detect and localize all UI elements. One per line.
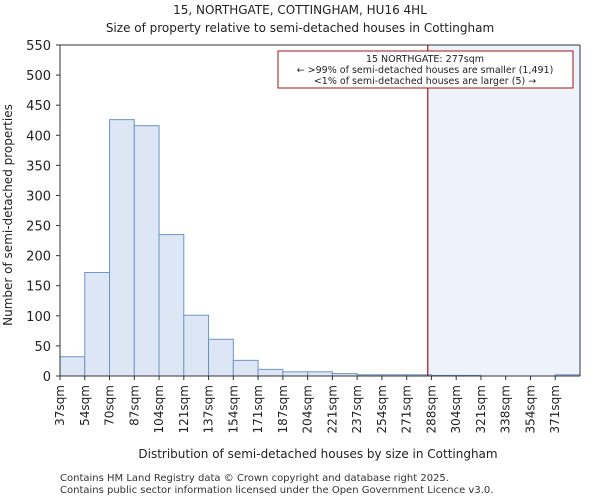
x-tick-label-354sqm: 354sqm	[523, 385, 537, 433]
annotation-line3: <1% of semi-detached houses are larger (…	[314, 76, 536, 87]
footer-line2: Contains public sector information licen…	[60, 485, 494, 496]
bar-87sqm	[133, 125, 160, 377]
footer-line1: Contains HM Land Registry data © Crown c…	[60, 473, 449, 484]
bar-171sqm	[257, 368, 284, 377]
bar-70sqm	[109, 119, 135, 377]
bar-204sqm	[307, 371, 333, 377]
y-tick-label-450: 450	[26, 99, 51, 114]
x-tick-label-304sqm: 304sqm	[449, 385, 463, 433]
x-tick-label-104sqm: 104sqm	[152, 385, 166, 433]
x-tick-label-338sqm: 338sqm	[499, 385, 513, 433]
y-tick-label-500: 500	[26, 69, 51, 84]
y-tick-label-100: 100	[26, 310, 51, 325]
x-tick-label-254sqm: 254sqm	[375, 385, 389, 433]
y-tick-label-400: 400	[26, 129, 51, 144]
x-tick-label-237sqm: 237sqm	[350, 385, 364, 433]
y-tick-label-350: 350	[26, 159, 51, 174]
chart-subtitle: Size of property relative to semi-detach…	[106, 21, 494, 35]
x-tick-label-37sqm: 37sqm	[53, 385, 67, 426]
x-tick-label-154sqm: 154sqm	[226, 385, 240, 433]
x-tick-label-221sqm: 221sqm	[325, 385, 339, 433]
x-tick-label-271sqm: 271sqm	[400, 385, 414, 433]
x-tick-label-87sqm: 87sqm	[127, 385, 141, 426]
chart-title: 15, NORTHGATE, COTTINGHAM, HU16 4HL	[173, 3, 427, 17]
y-axis-label: Number of semi-detached properties	[1, 104, 15, 326]
y-tick-label-150: 150	[26, 280, 51, 295]
y-tick-label-250: 250	[26, 220, 51, 235]
x-tick-label-54sqm: 54sqm	[78, 385, 92, 426]
annotation-line2: ← >99% of semi-detached houses are small…	[297, 65, 554, 76]
bar-121sqm	[183, 314, 210, 377]
x-tick-label-204sqm: 204sqm	[301, 385, 315, 433]
y-tick-label-200: 200	[26, 250, 51, 265]
x-tick-label-70sqm: 70sqm	[103, 385, 117, 426]
bar-187sqm	[282, 371, 309, 377]
x-tick-label-321sqm: 321sqm	[474, 385, 488, 433]
y-tick-label-0: 0	[43, 370, 51, 385]
y-tick-label-550: 550	[26, 39, 51, 54]
highlight-region	[427, 45, 580, 376]
x-tick-label-121sqm: 121sqm	[177, 385, 191, 433]
x-tick-label-288sqm: 288sqm	[424, 385, 438, 433]
bar-137sqm	[208, 338, 234, 377]
y-tick-label-50: 50	[34, 340, 51, 355]
annotation-line1: 15 NORTHGATE: 277sqm	[366, 54, 484, 65]
bar-54sqm	[84, 271, 111, 377]
bar-37sqm	[59, 356, 86, 377]
x-axis-label: Distribution of semi-detached houses by …	[138, 447, 497, 461]
y-tick-label-300: 300	[26, 189, 51, 204]
x-tick-label-371sqm: 371sqm	[548, 385, 562, 433]
annotation-box	[277, 50, 574, 89]
x-tick-label-171sqm: 171sqm	[251, 385, 265, 433]
bar-104sqm	[158, 234, 185, 377]
bar-154sqm	[232, 359, 259, 377]
x-tick-label-187sqm: 187sqm	[276, 385, 290, 433]
x-tick-label-137sqm: 137sqm	[202, 385, 216, 433]
